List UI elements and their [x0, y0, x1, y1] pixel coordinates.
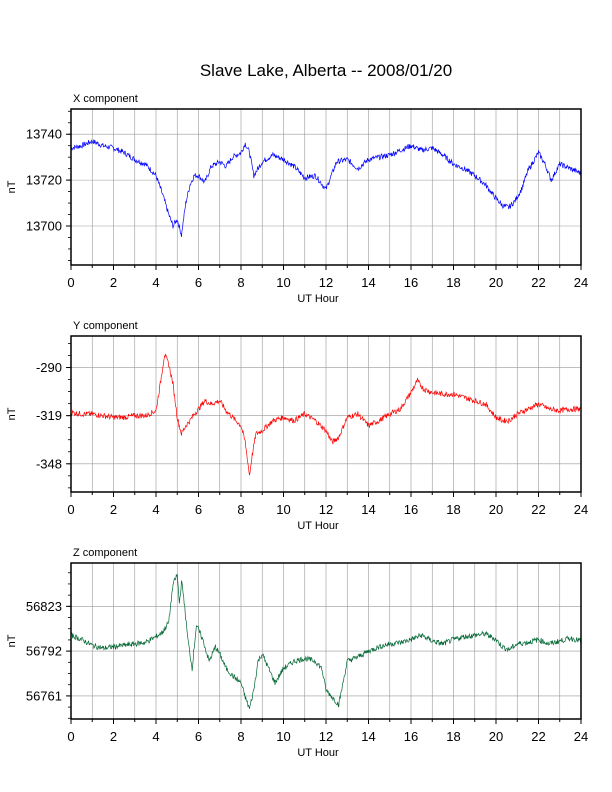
x-tick-label: 12 — [319, 729, 333, 744]
x-tick-label: 2 — [110, 729, 117, 744]
x-tick-label: 0 — [67, 502, 74, 517]
y-axis-label: nT — [6, 634, 18, 647]
x-tick-label: 10 — [276, 502, 290, 517]
x-tick-label: 10 — [276, 275, 290, 290]
y-tick-label: 13720 — [26, 173, 62, 188]
y-tick-label: -348 — [36, 456, 62, 471]
x-tick-label: 0 — [67, 729, 74, 744]
x-tick-label: 18 — [446, 502, 460, 517]
x-tick-label: 14 — [361, 729, 375, 744]
x-tick-label: 22 — [531, 502, 545, 517]
panel-title: Y component — [73, 320, 138, 332]
x-tick-label: 18 — [446, 275, 460, 290]
x-tick-label: 6 — [195, 502, 202, 517]
panel-title: X component — [73, 93, 138, 105]
x-tick-label: 2 — [110, 502, 117, 517]
y-tick-label: 56761 — [26, 688, 62, 703]
x-tick-label: 2 — [110, 275, 117, 290]
x-tick-label: 16 — [404, 729, 418, 744]
x-tick-label: 16 — [404, 275, 418, 290]
y-tick-label: 56823 — [26, 599, 62, 614]
x-tick-label: 0 — [67, 275, 74, 290]
figure-title: Slave Lake, Alberta -- 2008/01/20 — [200, 61, 452, 80]
x-axis-label: UT Hour — [297, 520, 339, 532]
x-tick-label: 12 — [319, 275, 333, 290]
x-tick-label: 20 — [489, 275, 503, 290]
y-tick-label: 13740 — [26, 127, 62, 142]
x-tick-label: 4 — [152, 275, 159, 290]
x-tick-label: 8 — [237, 502, 244, 517]
x-tick-label: 24 — [574, 502, 588, 517]
x-tick-label: 14 — [361, 275, 375, 290]
x-tick-label: 22 — [531, 275, 545, 290]
x-tick-label: 8 — [237, 275, 244, 290]
data-line — [70, 573, 582, 709]
x-tick-label: 18 — [446, 729, 460, 744]
x-axis-label: UT Hour — [297, 747, 339, 759]
x-tick-label: 24 — [574, 729, 588, 744]
x-tick-label: 8 — [237, 729, 244, 744]
y-axis-label: nT — [6, 180, 18, 193]
x-tick-label: 10 — [276, 729, 290, 744]
x-tick-label: 20 — [489, 729, 503, 744]
y-axis-label: nT — [6, 407, 18, 420]
x-tick-label: 20 — [489, 502, 503, 517]
y-tick-label: 56792 — [26, 644, 62, 659]
x-tick-label: 14 — [361, 502, 375, 517]
y-tick-label: -319 — [36, 408, 62, 423]
data-line — [70, 139, 582, 237]
x-axis-label: UT Hour — [297, 293, 339, 305]
data-line — [70, 353, 582, 476]
x-tick-label: 22 — [531, 729, 545, 744]
x-tick-label: 6 — [195, 275, 202, 290]
y-tick-label: 13700 — [26, 219, 62, 234]
panel-title: Z component — [73, 547, 137, 559]
x-tick-label: 6 — [195, 729, 202, 744]
x-tick-label: 12 — [319, 502, 333, 517]
x-tick-label: 4 — [152, 729, 159, 744]
x-tick-label: 16 — [404, 502, 418, 517]
x-tick-label: 4 — [152, 502, 159, 517]
y-tick-label: -290 — [36, 360, 62, 375]
x-tick-label: 24 — [574, 275, 588, 290]
